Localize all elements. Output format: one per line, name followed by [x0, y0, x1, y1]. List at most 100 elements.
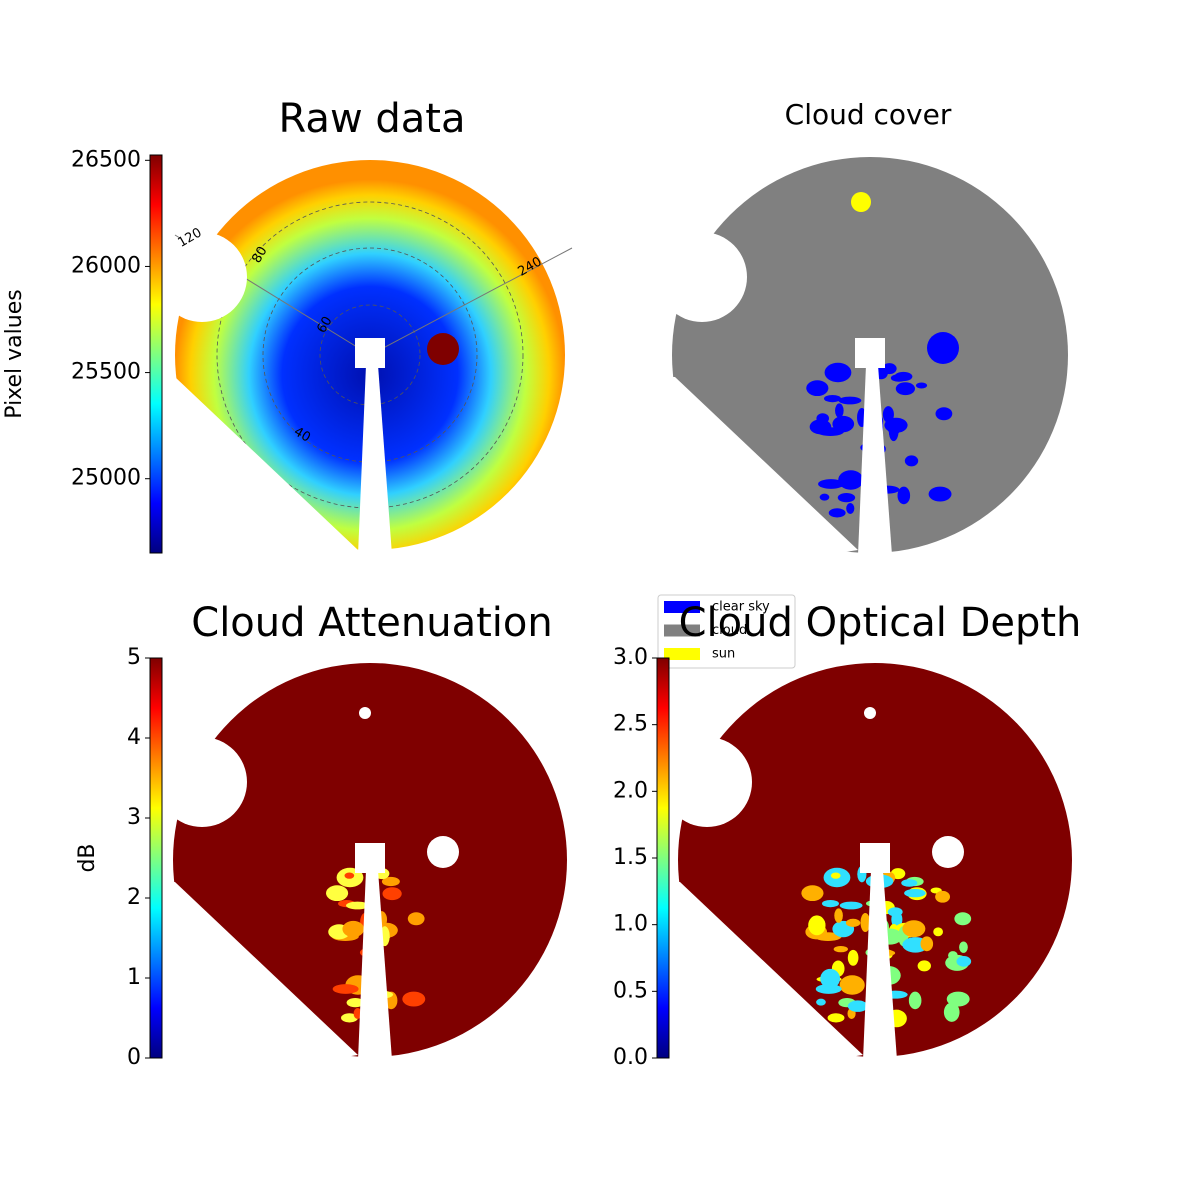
mask-cut — [355, 338, 385, 368]
image-texture — [827, 1013, 845, 1023]
image-texture — [904, 455, 919, 467]
mask-cut — [858, 365, 892, 555]
image-texture — [821, 899, 839, 908]
image-texture — [830, 872, 841, 879]
image-texture — [820, 968, 841, 989]
mask-cut — [358, 870, 392, 1060]
polar-label: 40 — [291, 424, 313, 445]
image-texture — [902, 920, 926, 938]
image-texture — [838, 470, 864, 490]
image-texture — [809, 419, 832, 435]
image-texture — [816, 413, 830, 424]
image-texture — [908, 991, 922, 1010]
colorbar-tick-label: 2.5 — [613, 712, 648, 737]
colorbar-tick-label: 25500 — [71, 360, 141, 385]
panel-title: Cloud Optical Depth — [679, 600, 1082, 646]
image-texture — [933, 927, 943, 937]
colorbar — [149, 657, 163, 1059]
image-texture — [832, 367, 842, 374]
image-texture — [402, 991, 426, 1007]
image-texture — [847, 949, 859, 966]
image-texture — [835, 403, 844, 418]
mask-cut — [130, 882, 358, 1090]
image-texture — [427, 333, 459, 365]
colorbar-tick-label: 1 — [127, 965, 141, 990]
image-texture — [851, 192, 871, 212]
image-texture — [847, 1000, 868, 1012]
image-texture — [927, 332, 959, 364]
colorbar-tick-label: 26000 — [71, 253, 141, 278]
colorbar-tick-label: 4 — [127, 725, 141, 750]
image-texture — [326, 885, 349, 902]
mask-cut — [657, 232, 747, 322]
panel-title: Cloud cover — [785, 98, 952, 131]
image-texture — [382, 887, 402, 901]
legend-swatch — [664, 601, 700, 613]
image-texture — [904, 888, 926, 898]
colorbar-tick-label: 0.0 — [613, 1045, 648, 1070]
polar-label: 60 — [314, 314, 335, 336]
mask-cut — [864, 707, 876, 719]
image-texture — [888, 421, 899, 442]
image-texture — [932, 836, 964, 868]
image-texture — [928, 486, 952, 502]
colorbar-tick-label: 1.0 — [613, 912, 648, 937]
image — [130, 663, 567, 1090]
legend-swatch — [664, 648, 700, 660]
mask-cut — [630, 377, 858, 585]
image-texture — [839, 901, 863, 910]
image-texture — [839, 975, 865, 995]
image-texture — [959, 941, 968, 953]
image-texture — [332, 984, 359, 994]
image-texture — [954, 912, 972, 926]
image-texture — [887, 907, 903, 917]
colorbar-tick-label: 25000 — [71, 466, 141, 491]
mask-cut — [355, 843, 385, 873]
image-texture — [860, 913, 871, 932]
polar-ring — [262, 247, 478, 463]
panel-title: Cloud Attenuation — [191, 600, 552, 646]
image-texture — [837, 492, 856, 503]
legend-frame — [657, 594, 796, 669]
legend-label: clear sky — [712, 600, 770, 615]
image-texture — [845, 918, 861, 928]
image-texture — [895, 382, 915, 396]
image-texture — [901, 879, 918, 887]
image-texture — [828, 508, 846, 518]
mask-cut — [855, 338, 885, 368]
image-texture — [346, 997, 364, 1008]
colorbar-tick-label: 1.5 — [613, 845, 648, 870]
image-texture — [342, 920, 365, 938]
image-texture — [917, 960, 931, 972]
image-texture — [344, 872, 355, 879]
image-texture — [915, 382, 928, 389]
colorbar-tick-label: 0 — [127, 1045, 141, 1070]
mask-cut — [359, 707, 371, 719]
colorbar-label: dB — [75, 843, 100, 872]
mask-cut — [358, 365, 392, 555]
colorbar — [656, 657, 670, 1059]
colorbar-tick-label: 2.0 — [613, 778, 648, 803]
image-texture — [819, 493, 830, 501]
image-texture — [834, 908, 843, 923]
colorbar-tick-label: 26500 — [71, 147, 141, 172]
image-texture — [890, 374, 907, 382]
mask-cut — [860, 843, 890, 873]
mask-cut — [662, 737, 752, 827]
colorbar-tick-label: 2 — [127, 885, 141, 910]
colorbar-tick-label: 0.5 — [613, 978, 648, 1003]
legend-label: sun — [712, 647, 735, 662]
legend-swatch — [664, 624, 700, 637]
image-texture — [935, 890, 951, 903]
image-texture — [846, 502, 855, 514]
image-texture — [427, 836, 459, 868]
mask-cut — [157, 232, 247, 322]
image-texture — [346, 901, 369, 910]
image-texture — [353, 1007, 362, 1019]
colorbar-tick-label: 3.0 — [613, 645, 648, 670]
image-texture — [956, 956, 972, 967]
image-texture — [832, 415, 855, 433]
image-texture — [838, 396, 862, 405]
mask-cut — [130, 377, 358, 585]
